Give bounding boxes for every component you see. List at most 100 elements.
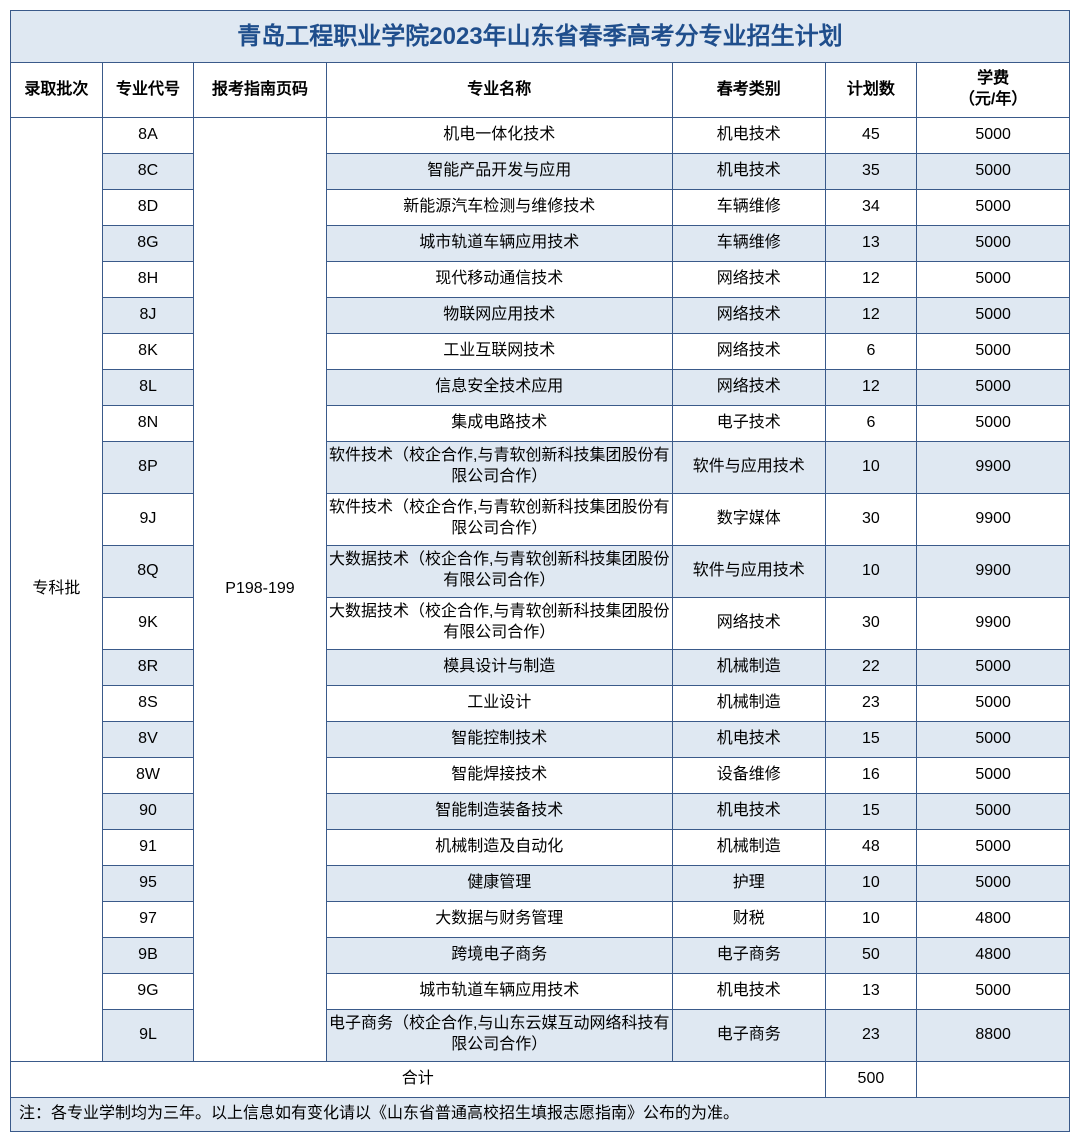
code-cell: 9J <box>102 493 194 545</box>
fee-cell: 4800 <box>917 937 1070 973</box>
plan-cell: 13 <box>825 973 917 1009</box>
major-cell: 信息安全技术应用 <box>326 369 672 405</box>
footnote: 注：各专业学制均为三年。以上信息如有变化请以《山东省普通高校招生填报志愿指南》公… <box>11 1097 1070 1131</box>
major-cell: 电子商务（校企合作,与山东云媒互动网络科技有限公司合作） <box>326 1009 672 1061</box>
category-cell: 机械制造 <box>672 685 825 721</box>
plan-cell: 10 <box>825 441 917 493</box>
table-row: 8L信息安全技术应用网络技术125000 <box>11 369 1070 405</box>
code-cell: 8C <box>102 153 194 189</box>
category-cell: 护理 <box>672 865 825 901</box>
admission-plan-table: 青岛工程职业学院2023年山东省春季高考分专业招生计划录取批次专业代号报考指南页… <box>10 10 1070 1132</box>
plan-cell: 12 <box>825 369 917 405</box>
fee-cell: 5000 <box>917 117 1070 153</box>
table-row: 8H现代移动通信技术网络技术125000 <box>11 261 1070 297</box>
header-batch: 录取批次 <box>11 63 103 118</box>
major-cell: 新能源汽车检测与维修技术 <box>326 189 672 225</box>
plan-cell: 6 <box>825 333 917 369</box>
major-cell: 跨境电子商务 <box>326 937 672 973</box>
code-cell: 8L <box>102 369 194 405</box>
fee-cell: 5000 <box>917 405 1070 441</box>
plan-cell: 35 <box>825 153 917 189</box>
major-cell: 健康管理 <box>326 865 672 901</box>
table-row: 8R模具设计与制造机械制造225000 <box>11 649 1070 685</box>
code-cell: 8P <box>102 441 194 493</box>
plan-cell: 45 <box>825 117 917 153</box>
plan-cell: 12 <box>825 261 917 297</box>
header-major: 专业名称 <box>326 63 672 118</box>
code-cell: 8J <box>102 297 194 333</box>
table-row: 9J软件技术（校企合作,与青软创新科技集团股份有限公司合作）数字媒体309900 <box>11 493 1070 545</box>
fee-cell: 9900 <box>917 441 1070 493</box>
code-cell: 91 <box>102 829 194 865</box>
code-cell: 9L <box>102 1009 194 1061</box>
fee-cell: 8800 <box>917 1009 1070 1061</box>
fee-cell: 5000 <box>917 865 1070 901</box>
plan-cell: 15 <box>825 793 917 829</box>
total-plan: 500 <box>825 1061 917 1097</box>
fee-cell: 5000 <box>917 333 1070 369</box>
table-row: 8V智能控制技术机电技术155000 <box>11 721 1070 757</box>
table-row: 8N集成电路技术电子技术65000 <box>11 405 1070 441</box>
fee-cell: 5000 <box>917 793 1070 829</box>
category-cell: 网络技术 <box>672 297 825 333</box>
table-row: 90智能制造装备技术机电技术155000 <box>11 793 1070 829</box>
plan-cell: 23 <box>825 1009 917 1061</box>
fee-cell: 9900 <box>917 493 1070 545</box>
major-cell: 智能焊接技术 <box>326 757 672 793</box>
major-cell: 工业互联网技术 <box>326 333 672 369</box>
code-cell: 8K <box>102 333 194 369</box>
major-cell: 软件技术（校企合作,与青软创新科技集团股份有限公司合作） <box>326 493 672 545</box>
major-cell: 模具设计与制造 <box>326 649 672 685</box>
guide-page-cell: P198-199 <box>194 117 326 1061</box>
table-row: 91机械制造及自动化机械制造485000 <box>11 829 1070 865</box>
major-cell: 现代移动通信技术 <box>326 261 672 297</box>
total-fee-empty <box>917 1061 1070 1097</box>
major-cell: 集成电路技术 <box>326 405 672 441</box>
code-cell: 90 <box>102 793 194 829</box>
category-cell: 机电技术 <box>672 973 825 1009</box>
major-cell: 智能产品开发与应用 <box>326 153 672 189</box>
code-cell: 8S <box>102 685 194 721</box>
code-cell: 9K <box>102 597 194 649</box>
code-cell: 8G <box>102 225 194 261</box>
fee-cell: 5000 <box>917 153 1070 189</box>
table-row: 8K工业互联网技术网络技术65000 <box>11 333 1070 369</box>
fee-cell: 5000 <box>917 721 1070 757</box>
table-row: 9K大数据技术（校企合作,与青软创新科技集团股份有限公司合作）网络技术30990… <box>11 597 1070 649</box>
header-code: 专业代号 <box>102 63 194 118</box>
code-cell: 8A <box>102 117 194 153</box>
category-cell: 设备维修 <box>672 757 825 793</box>
table-row: 8S工业设计机械制造235000 <box>11 685 1070 721</box>
category-cell: 电子技术 <box>672 405 825 441</box>
plan-cell: 50 <box>825 937 917 973</box>
major-cell: 物联网应用技术 <box>326 297 672 333</box>
table-row: 9B跨境电子商务电子商务504800 <box>11 937 1070 973</box>
table-row: 8G城市轨道车辆应用技术车辆维修135000 <box>11 225 1070 261</box>
plan-cell: 48 <box>825 829 917 865</box>
plan-cell: 34 <box>825 189 917 225</box>
major-cell: 软件技术（校企合作,与青软创新科技集团股份有限公司合作） <box>326 441 672 493</box>
plan-cell: 10 <box>825 901 917 937</box>
fee-cell: 5000 <box>917 829 1070 865</box>
fee-cell: 9900 <box>917 545 1070 597</box>
fee-cell: 5000 <box>917 757 1070 793</box>
code-cell: 8D <box>102 189 194 225</box>
plan-cell: 30 <box>825 597 917 649</box>
category-cell: 机电技术 <box>672 117 825 153</box>
code-cell: 95 <box>102 865 194 901</box>
plan-cell: 6 <box>825 405 917 441</box>
category-cell: 电子商务 <box>672 937 825 973</box>
fee-cell: 4800 <box>917 901 1070 937</box>
major-cell: 大数据技术（校企合作,与青软创新科技集团股份有限公司合作） <box>326 597 672 649</box>
plan-cell: 23 <box>825 685 917 721</box>
table-row: 8W智能焊接技术设备维修165000 <box>11 757 1070 793</box>
table-row: 8C智能产品开发与应用机电技术355000 <box>11 153 1070 189</box>
category-cell: 车辆维修 <box>672 189 825 225</box>
category-cell: 数字媒体 <box>672 493 825 545</box>
fee-cell: 5000 <box>917 261 1070 297</box>
category-cell: 软件与应用技术 <box>672 545 825 597</box>
table-row: 专科批8AP198-199机电一体化技术机电技术455000 <box>11 117 1070 153</box>
header-plan: 计划数 <box>825 63 917 118</box>
table-row: 8P软件技术（校企合作,与青软创新科技集团股份有限公司合作）软件与应用技术109… <box>11 441 1070 493</box>
table-row: 8D新能源汽车检测与维修技术车辆维修345000 <box>11 189 1070 225</box>
